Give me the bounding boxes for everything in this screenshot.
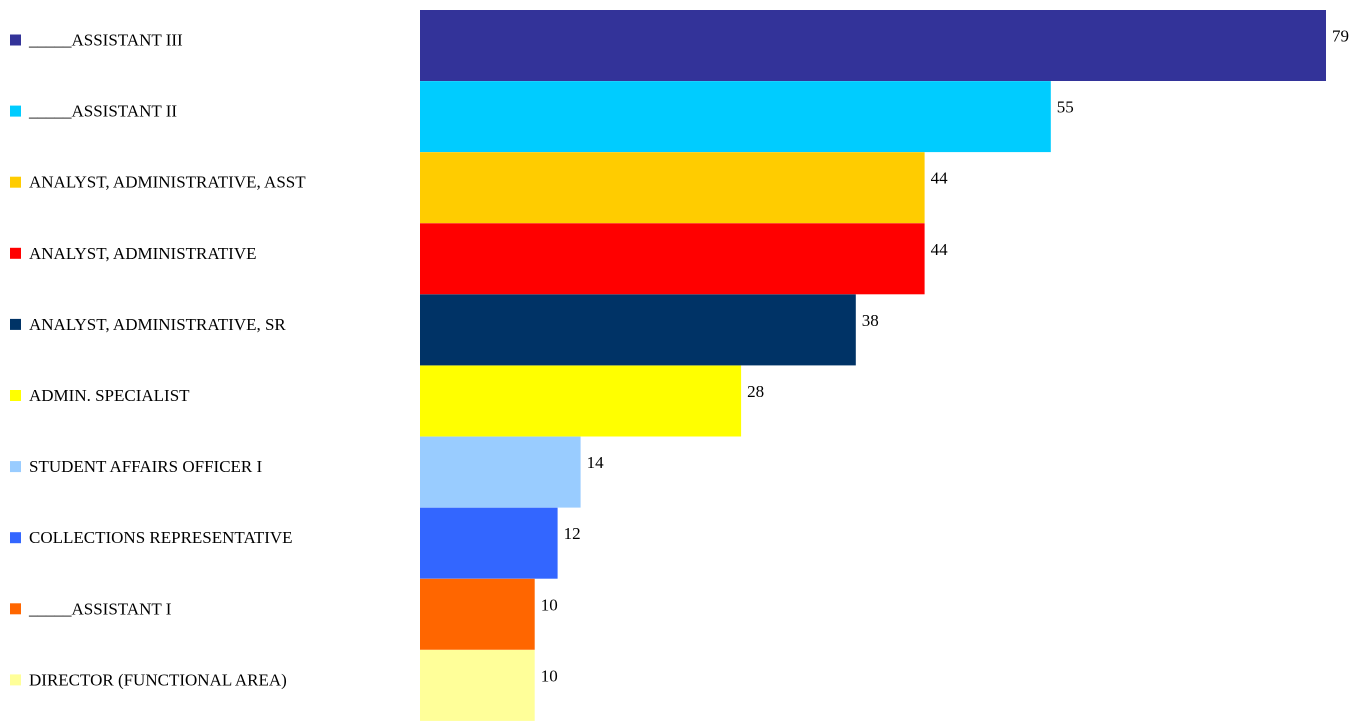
legend-label-student-affairs-officer-i: STUDENT AFFAIRS OFFICER I: [29, 457, 263, 476]
data-label-collections-representative: 12: [564, 524, 581, 543]
legend-swatch-analyst-administrative: [10, 247, 21, 259]
data-label-analyst-administrative-sr: 38: [862, 311, 879, 330]
bar-analyst-administrative: [420, 223, 925, 295]
data-labels: 79 55 44 44 38 28 14 12 10 10: [541, 27, 1349, 686]
bar-admin-specialist: [420, 365, 742, 437]
legend-label-assistant-i: _____ASSISTANT I: [28, 599, 172, 618]
legend-swatch-student-affairs-officer-i: [10, 461, 21, 473]
legend-swatch-admin-specialist: [10, 390, 21, 401]
legend-label-analyst-administrative-asst: ANALYST, ADMINISTRATIVE, ASST: [29, 173, 306, 192]
data-label-director-functional-area: 10: [541, 666, 558, 685]
legend-label-collections-representative: COLLECTIONS REPRESENTATIVE: [29, 528, 293, 547]
legend-swatch-collections-representative: [10, 532, 21, 544]
data-label-analyst-administrative-asst: 44: [931, 169, 949, 188]
data-label-assistant-ii: 55: [1057, 98, 1074, 117]
legend-label-assistant-iii: _____ASSISTANT III: [28, 31, 183, 50]
bar-collections-representative: [420, 507, 558, 579]
bars: [420, 10, 1326, 721]
legend-label-assistant-ii: _____ASSISTANT II: [28, 102, 177, 121]
legend-label-analyst-administrative: ANALYST, ADMINISTRATIVE: [29, 244, 256, 263]
data-label-admin-specialist: 28: [747, 382, 764, 401]
legend-label-analyst-administrative-sr: ANALYST, ADMINISTRATIVE, SR: [29, 315, 286, 334]
bar-assistant-i: [420, 578, 535, 650]
data-label-assistant-iii: 79: [1332, 27, 1349, 46]
legend-label-director-functional-area: DIRECTOR (FUNCTIONAL AREA): [29, 670, 287, 689]
legend-swatch-assistant-i: [10, 603, 21, 615]
legend-swatch-analyst-administrative-sr: [10, 318, 21, 330]
data-label-student-affairs-officer-i: 14: [587, 453, 605, 472]
bar-director-functional-area: [420, 649, 535, 721]
bar-analyst-administrative-asst: [420, 152, 925, 224]
bar-student-affairs-officer-i: [420, 436, 581, 508]
data-label-assistant-i: 10: [541, 595, 558, 614]
legend-swatch-analyst-administrative-asst: [10, 176, 21, 188]
legend-swatch-director-functional-area: [10, 674, 21, 686]
bar-assistant-iii: [420, 10, 1326, 81]
data-label-analyst-administrative: 44: [931, 240, 949, 259]
bar-assistant-ii: [420, 81, 1051, 153]
legend-swatch-assistant-ii: [10, 105, 21, 117]
legend: _____ASSISTANT III _____ASSISTANT II ANALY…: [10, 31, 306, 689]
bar-analyst-administrative-sr: [420, 294, 856, 366]
legend-label-admin-specialist: ADMIN. SPECIALIST: [29, 386, 190, 405]
legend-swatch-assistant-iii: [10, 34, 21, 46]
